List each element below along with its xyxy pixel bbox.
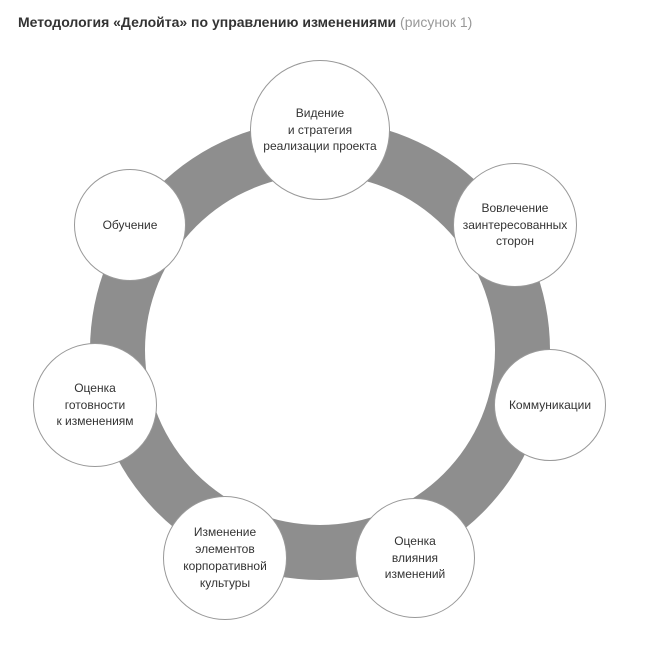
node-label: Оценка готовности к изменениям [56,380,133,430]
node-label: Видение и стратегия реализации проекта [263,105,376,155]
methodology-ring-diagram: Видение и стратегия реализации проекта Во… [20,50,620,650]
node-readiness: Оценка готовности к изменениям [33,343,157,467]
node-label: Обучение [103,217,158,234]
node-label: Изменение элементов корпоративной культу… [183,524,267,591]
node-culture: Изменение элементов корпоративной культу… [163,496,287,620]
node-label: Коммуникации [509,397,591,414]
title-light: (рисунок 1) [396,14,472,30]
page-title: Методология «Делойта» по управлению изме… [18,14,472,30]
node-impact: Оценка влияния изменений [355,498,475,618]
ring-inner [145,175,495,525]
node-communication: Коммуникации [494,349,606,461]
node-label: Вовлечение заинтересованных сторон [463,200,568,250]
node-engagement: Вовлечение заинтересованных сторон [453,163,577,287]
node-label: Оценка влияния изменений [385,533,445,583]
node-training: Обучение [74,169,186,281]
node-vision: Видение и стратегия реализации проекта [250,60,390,200]
title-bold: Методология «Делойта» по управлению изме… [18,14,396,30]
